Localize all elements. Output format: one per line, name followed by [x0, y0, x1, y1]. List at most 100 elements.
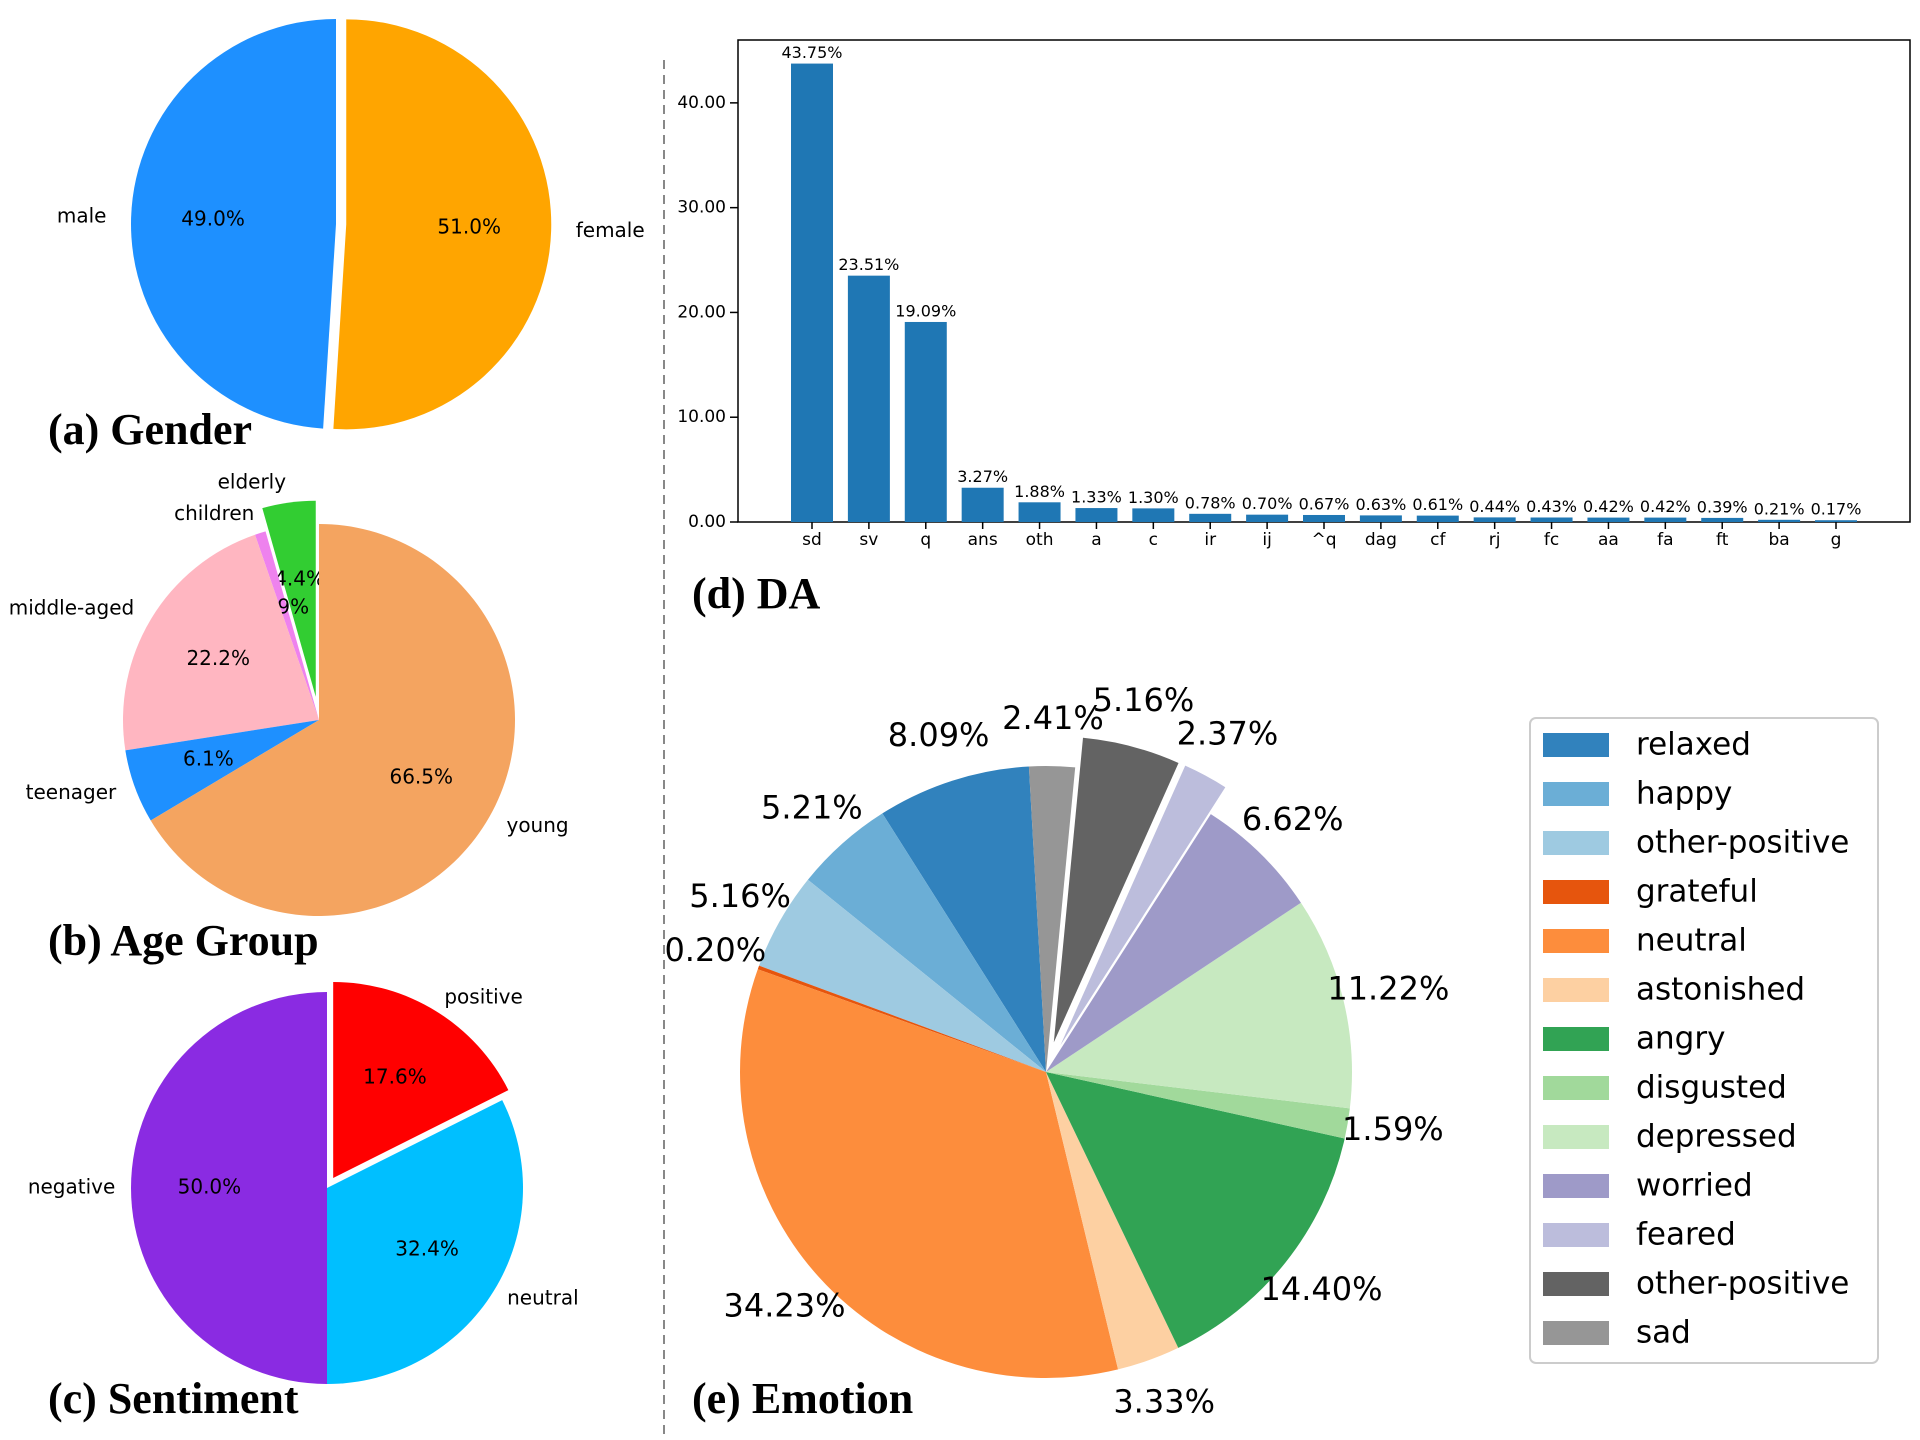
x-tick-label-sv: sv — [859, 530, 878, 550]
x-tick-label-aa: aa — [1598, 530, 1619, 550]
pct-label-middle-aged: 22.2% — [186, 646, 250, 670]
legend-label-sad: sad — [1636, 1315, 1691, 1351]
pct-label-angry: 14.40% — [1261, 1270, 1383, 1308]
bar-fc — [1530, 517, 1573, 522]
bar-value-label-g: 0.17% — [1811, 500, 1862, 519]
pct-label-other-positive: 5.16% — [1093, 681, 1195, 719]
bar-value-label-ij: 0.70% — [1242, 494, 1293, 513]
gender-pie-chart: 49.0% male 51.0% female (a) Gender — [48, 19, 645, 454]
pie-slice-positive — [333, 981, 509, 1178]
pie-slice-children — [254, 531, 319, 720]
legend-swatch-other-positive — [1543, 1272, 1609, 1296]
bar-sd — [791, 63, 833, 523]
x-tick-label-ans: ans — [968, 530, 998, 550]
pct-label-neutral: 34.23% — [723, 1286, 845, 1324]
x-tick-label-g: g — [1831, 530, 1842, 550]
pie-slice-relaxed — [882, 766, 1046, 1072]
slice-label-elderly: elderly — [218, 470, 287, 494]
legend-label-worried: worried — [1636, 1168, 1753, 1204]
x-tick-label-rj: rj — [1489, 530, 1501, 550]
pie-slice-grateful — [757, 965, 1046, 1072]
age-group-pie-chart: 4.4%elderly0.9%children22.2%middle-aged6… — [9, 470, 569, 965]
bar-sv — [847, 275, 890, 522]
pct-label-feared: 2.37% — [1177, 714, 1279, 752]
legend-swatch-relaxed — [1543, 733, 1609, 757]
legend-label-angry: angry — [1636, 1021, 1725, 1057]
panel-caption: (c) Sentiment — [48, 1374, 299, 1423]
pie-slice-disgusted — [1046, 1072, 1350, 1139]
bar-value-label-ir: 0.78% — [1185, 493, 1236, 512]
slice-label-negative: negative — [28, 1175, 115, 1199]
legend-swatch-grateful — [1543, 880, 1609, 904]
pie-slice-other-positive — [759, 879, 1046, 1072]
pie-slice-neutral — [327, 1100, 523, 1385]
bar-ft — [1701, 517, 1744, 522]
bar-oth — [1018, 502, 1061, 522]
legend-swatch-disgusted — [1543, 1076, 1609, 1100]
x-tick-label-c: c — [1149, 530, 1158, 550]
pie-slice-astonished — [1046, 1072, 1179, 1370]
y-tick-label: 10.00 — [677, 407, 726, 427]
bar-value-label-q: 19.09% — [895, 301, 956, 320]
sentiment-pie-chart: 50.0% negative 32.4% neutral 17.6% positive (c… — [28, 981, 579, 1423]
pct-label-positive: 17.6% — [363, 1064, 427, 1088]
pct-label-grateful: 0.20% — [664, 931, 766, 969]
panel-caption: (a) Gender — [48, 405, 252, 454]
pie-slice-worried — [1046, 814, 1301, 1072]
pie-slice-happy — [807, 813, 1046, 1072]
legend-swatch-neutral — [1543, 929, 1609, 953]
y-tick-label: 20.00 — [677, 302, 726, 322]
x-tick-label-ft: ft — [1716, 530, 1729, 550]
slice-label-positive: positive — [444, 984, 522, 1008]
bar-ij — [1246, 514, 1289, 522]
slice-label-male: male — [57, 203, 107, 227]
slice-label-teenager: teenager — [26, 780, 117, 804]
pct-label-teenager: 6.1% — [183, 746, 234, 770]
legend-swatch-other-positive — [1543, 831, 1609, 855]
x-tick-label-sd: sd — [802, 530, 822, 550]
legend-swatch-sad — [1543, 1321, 1609, 1345]
x-tick-label-ba: ba — [1769, 530, 1790, 550]
bar-ir — [1189, 513, 1232, 522]
x-tick-label-ij: ij — [1262, 530, 1271, 550]
legend-label-depressed: depressed — [1636, 1119, 1797, 1155]
bar-rj — [1473, 517, 1516, 522]
legend-label-other-positive: other-positive — [1636, 1266, 1849, 1302]
pie-slice-young — [150, 524, 515, 917]
bar-ans — [961, 487, 1004, 522]
legend-label-neutral: neutral — [1636, 923, 1747, 959]
pct-label-male: 49.0% — [181, 207, 245, 231]
panel-caption: (d) DA — [692, 569, 821, 618]
x-tick-label-fc: fc — [1544, 530, 1559, 550]
pie-slice-teenager — [125, 720, 320, 821]
pie-slice-angry — [1046, 1072, 1345, 1348]
bar-q — [1303, 514, 1345, 522]
y-tick-label: 30.00 — [677, 198, 726, 218]
x-tick-label-fa: fa — [1657, 530, 1673, 550]
bar-value-label-ans: 3.27% — [957, 467, 1008, 486]
pct-label-disgusted: 1.59% — [1342, 1110, 1444, 1148]
bar-value-label-q: 0.67% — [1299, 494, 1350, 513]
legend-frame — [1529, 717, 1879, 1364]
bar-ba — [1758, 519, 1801, 522]
pie-slice-male — [131, 19, 336, 429]
pct-label-astonished: 3.33% — [1113, 1382, 1215, 1420]
bar-a — [1075, 508, 1118, 522]
legend-label-astonished: astonished — [1636, 972, 1805, 1008]
legend-swatch-angry — [1543, 1027, 1609, 1051]
bar-value-label-dag: 0.63% — [1355, 495, 1406, 514]
bar-value-label-oth: 1.88% — [1014, 482, 1065, 501]
bar-value-label-fa: 0.42% — [1640, 497, 1691, 516]
legend-label-relaxed: relaxed — [1636, 727, 1751, 763]
bar-value-label-a: 1.33% — [1071, 488, 1122, 507]
bar-aa — [1587, 517, 1630, 522]
pct-label-worried: 6.62% — [1242, 800, 1344, 838]
pie-slice-middle-aged — [123, 534, 319, 751]
panel-caption: (e) Emotion — [692, 1374, 913, 1423]
pct-label-negative: 50.0% — [178, 1175, 242, 1199]
legend-label-disgusted: disgusted — [1636, 1070, 1787, 1106]
slice-label-female: female — [576, 218, 645, 242]
bar-value-label-ba: 0.21% — [1754, 499, 1805, 518]
bar-value-label-c: 1.30% — [1128, 488, 1179, 507]
